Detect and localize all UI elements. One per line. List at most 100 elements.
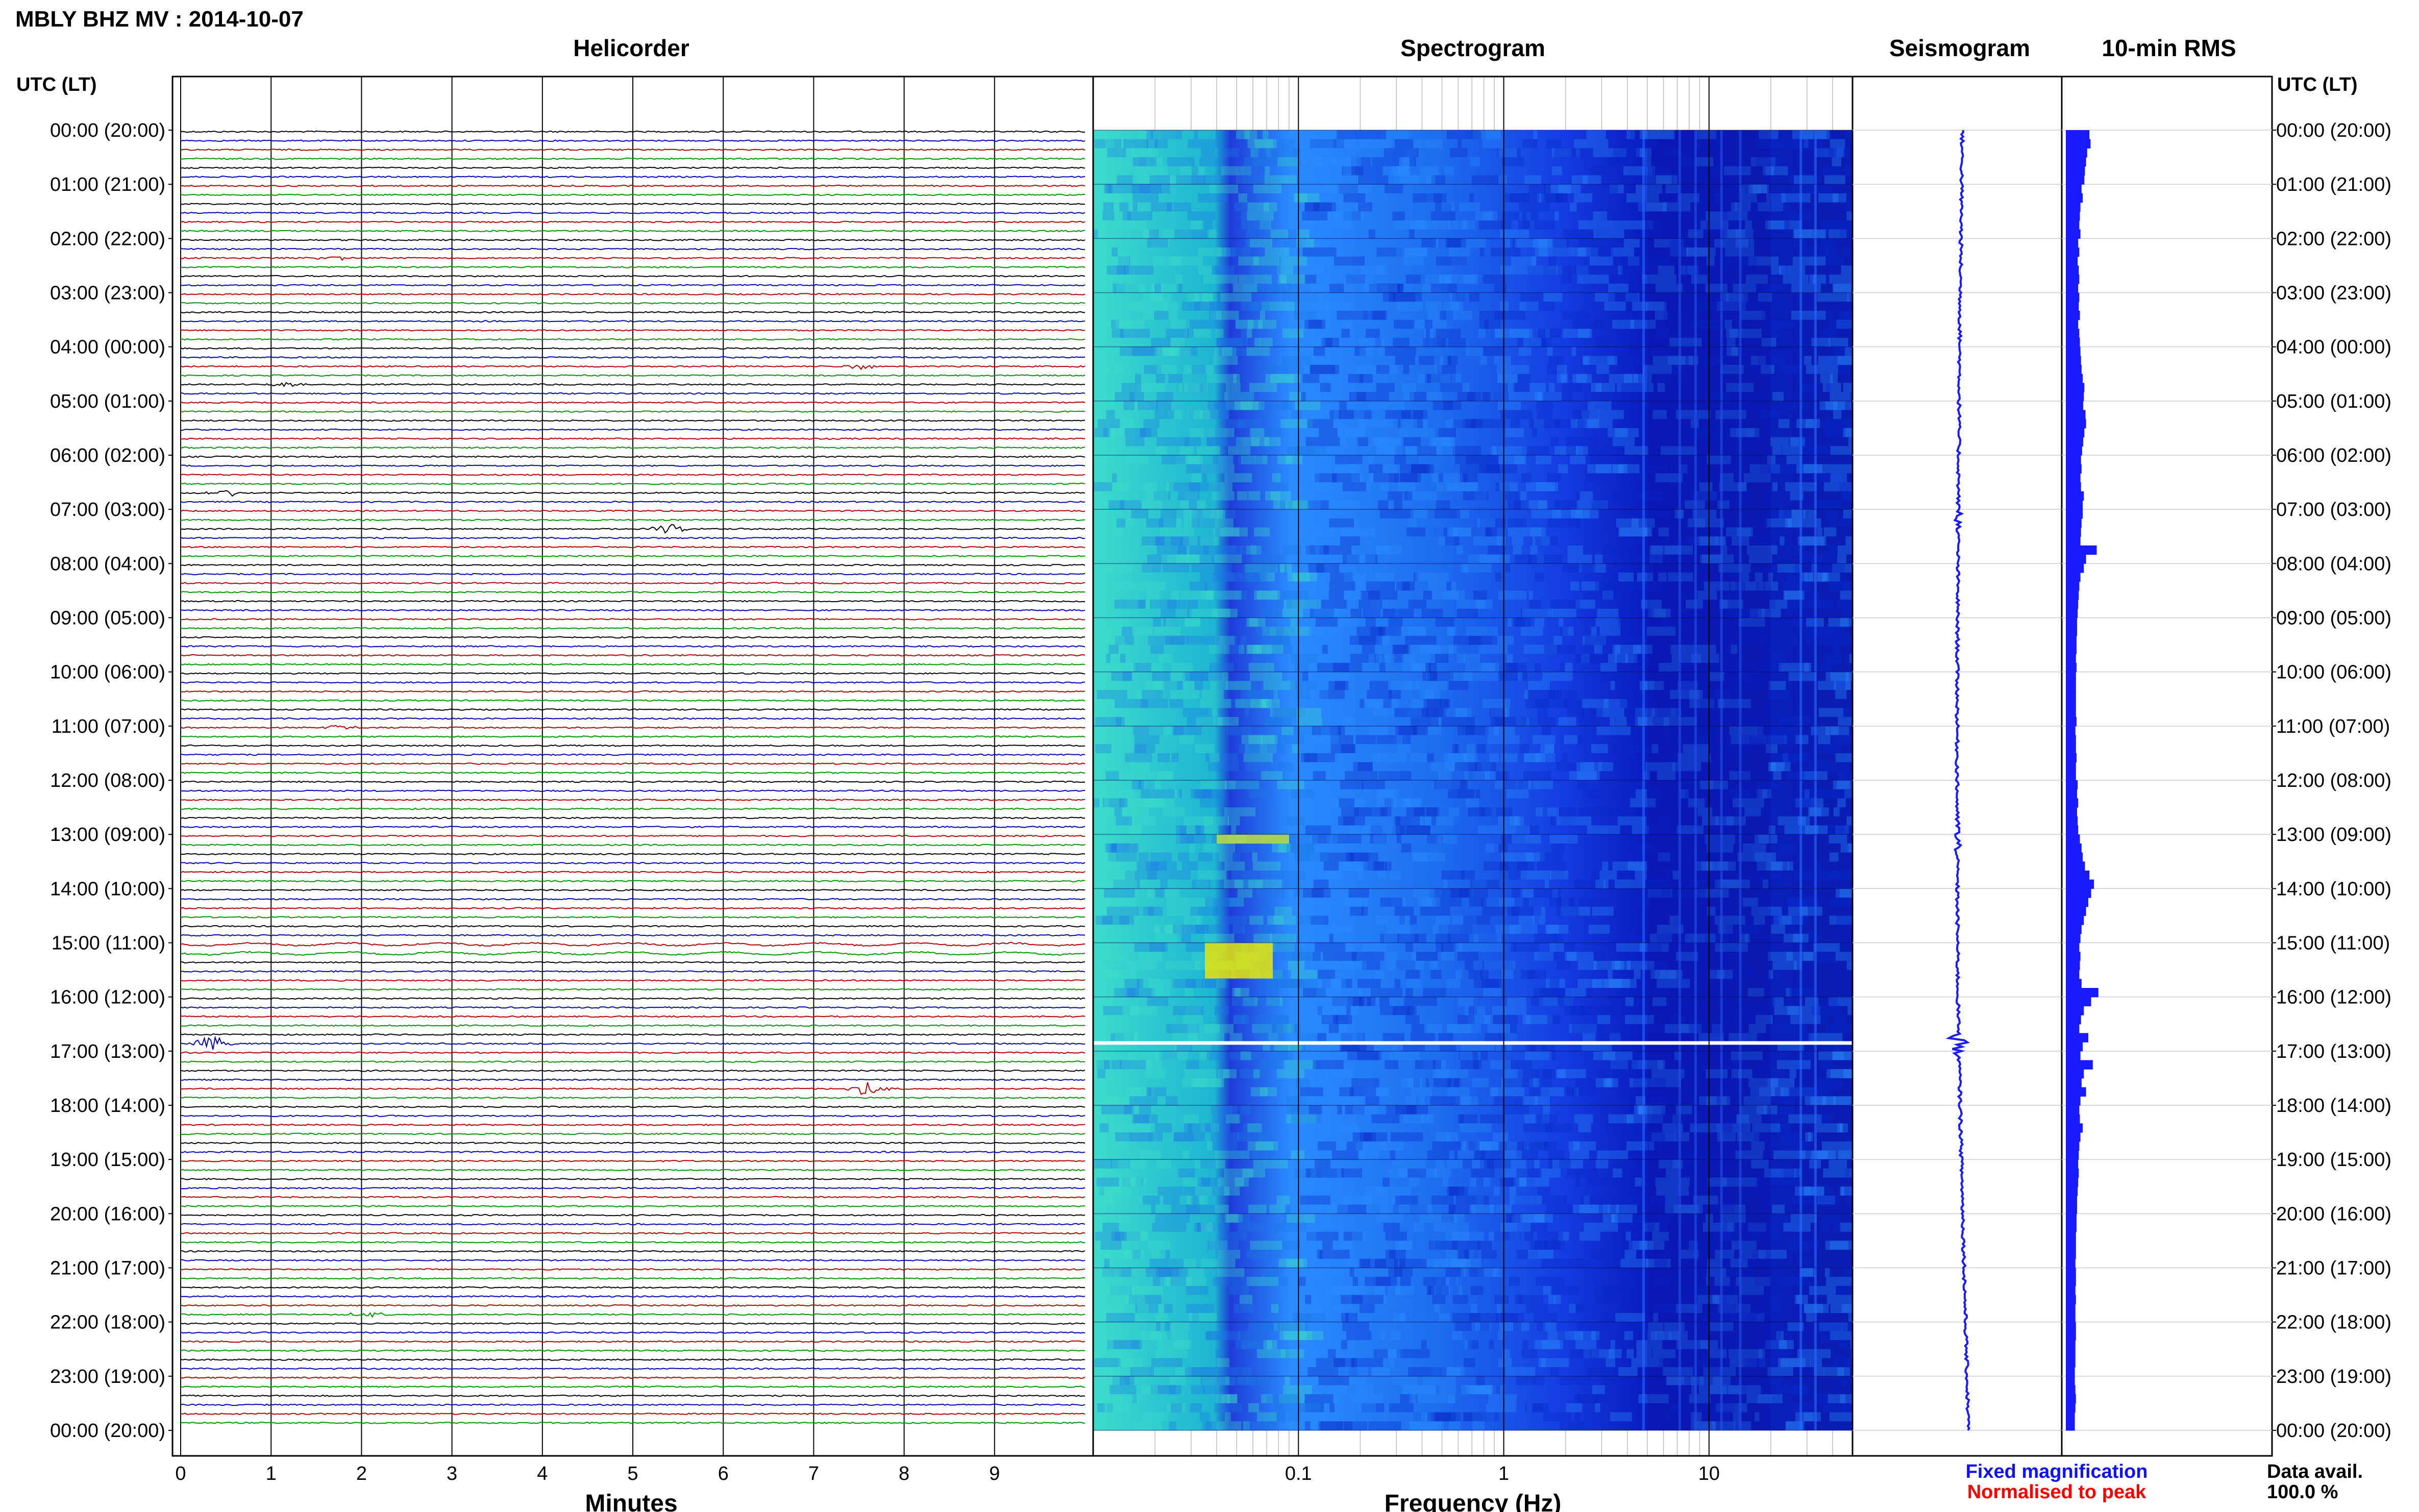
spectrogram-cell [1677, 319, 1695, 329]
spectrogram-cell [1261, 771, 1282, 780]
spectrogram-cell [1329, 1403, 1335, 1412]
rms-bar [2066, 392, 2084, 402]
spectrogram-cell [1774, 970, 1782, 979]
helicorder-trace [180, 789, 1085, 792]
spectrogram-cell [1601, 545, 1618, 555]
spectrogram-cell [1216, 1349, 1223, 1358]
spectrogram-cell [1268, 365, 1288, 374]
spectrogram-cell [1629, 148, 1642, 158]
rms-bar [2066, 464, 2082, 474]
spectrogram-cell [1286, 365, 1304, 374]
rms-bar [2066, 1150, 2079, 1160]
spectrogram-cell [1839, 762, 1850, 772]
spectrogram-cell [1457, 545, 1463, 555]
spectrogram-cell [1093, 798, 1100, 808]
spectrogram-cell [1224, 861, 1245, 871]
spectrogram-cell [1154, 627, 1181, 636]
spectrogram-cell [1464, 771, 1496, 780]
spectrogram-cell [1383, 608, 1414, 618]
spectrogram-cell [1155, 1349, 1188, 1358]
spectrogram-cell [1125, 753, 1152, 762]
spectrogram-cell [1483, 211, 1498, 220]
spectrogram-cell [1173, 925, 1205, 934]
spectrogram-cell [1497, 401, 1521, 410]
spectrogram-cell [1718, 401, 1751, 410]
spectrogram-cell [1472, 1051, 1478, 1060]
spectrogram-cell [1494, 356, 1511, 365]
spectrogram-cell [1788, 1087, 1818, 1097]
spectrogram-cell [1809, 275, 1816, 284]
spectrogram-cell [1320, 997, 1348, 1006]
spectrogram-cell [1162, 563, 1190, 573]
spectrogram-cell [1373, 834, 1389, 844]
spectrogram-cell [1412, 852, 1427, 862]
spectrogram-cell [1833, 780, 1850, 789]
spectrogram-cell [1265, 1060, 1275, 1070]
spectrogram-cell [1437, 834, 1458, 844]
spectrogram-cell [1179, 446, 1194, 455]
spectrogram-cell [1252, 654, 1274, 663]
spectrogram-cell [1304, 600, 1316, 609]
spectrogram-cell [1166, 329, 1189, 338]
spectrogram-cell [1686, 247, 1716, 257]
helicorder-trace [180, 1051, 1085, 1054]
spectrogram-cell [1437, 338, 1466, 347]
spectrogram-cell [1307, 1367, 1339, 1376]
spectrogram-cell [1755, 139, 1788, 148]
spectrogram-cell [1433, 925, 1448, 934]
spectrogram-cell [1832, 563, 1855, 573]
spectrogram-cell [1667, 356, 1699, 365]
spectrogram-cell [1147, 238, 1169, 247]
spectrogram-cell [1457, 139, 1462, 148]
spectrogram-cell [1496, 1304, 1502, 1313]
spectrogram-cell [1830, 446, 1856, 455]
spectrogram-cell [1531, 509, 1561, 518]
spectrogram-cell [1424, 319, 1433, 329]
spectrogram-cell [1162, 455, 1186, 464]
spectrogram-cell [1723, 184, 1742, 193]
spectrogram-cell [1752, 211, 1759, 220]
spectrogram-cell [1656, 175, 1677, 185]
spectrogram-cell [1446, 419, 1462, 428]
spectrogram-cell [1681, 157, 1698, 166]
spectrogram-cell [1226, 247, 1236, 257]
rms-bar [2066, 654, 2076, 663]
spectrogram-cell [1123, 139, 1158, 148]
spectrogram-cell [1455, 1195, 1489, 1205]
spectrogram-cell [1493, 1268, 1502, 1277]
spectrogram-cell [1682, 500, 1695, 510]
spectrogram-cell [1558, 464, 1568, 474]
spectrogram-cell [1297, 1403, 1321, 1412]
spectrogram-cell [1169, 482, 1201, 491]
spectrogram-cell [1431, 374, 1462, 383]
spectrogram-cell [1095, 635, 1125, 645]
spectrogram-cell [1125, 437, 1145, 447]
spectrogram-cell [1554, 211, 1559, 220]
spectrogram-cell [1831, 464, 1839, 474]
spectrogram-cell [1100, 879, 1110, 889]
helicorder-trace [180, 536, 1085, 539]
spectrogram-cell [1121, 419, 1134, 428]
spectrogram-cell [1233, 374, 1240, 383]
spectrogram-cell [1559, 1376, 1591, 1385]
spectrogram-cell [1802, 401, 1809, 410]
spectrogram-cell [1781, 1141, 1810, 1151]
rms-bar [2066, 338, 2080, 348]
spectrogram-cell [1478, 464, 1500, 474]
spectrogram-cell [1379, 654, 1393, 663]
spectrogram-cell [1715, 410, 1746, 419]
spectrogram-cell [1772, 1349, 1789, 1358]
spectrogram-cell [1304, 319, 1322, 329]
helicorder-trace [180, 997, 1085, 1000]
rms-bar [2066, 554, 2086, 564]
spectrogram-cell [1613, 590, 1628, 600]
helicorder-trace [180, 1178, 1085, 1180]
spectrogram-cell [1446, 356, 1480, 365]
spectrogram-cell [1694, 139, 1725, 148]
helicorder-trace [180, 681, 1085, 684]
spectrogram-cell [1267, 302, 1277, 311]
spectrogram-cell [1278, 843, 1287, 853]
spectrogram-cell [1137, 130, 1161, 139]
spectrogram-cell [1502, 1105, 1529, 1114]
spectrogram-cell [1405, 988, 1413, 997]
